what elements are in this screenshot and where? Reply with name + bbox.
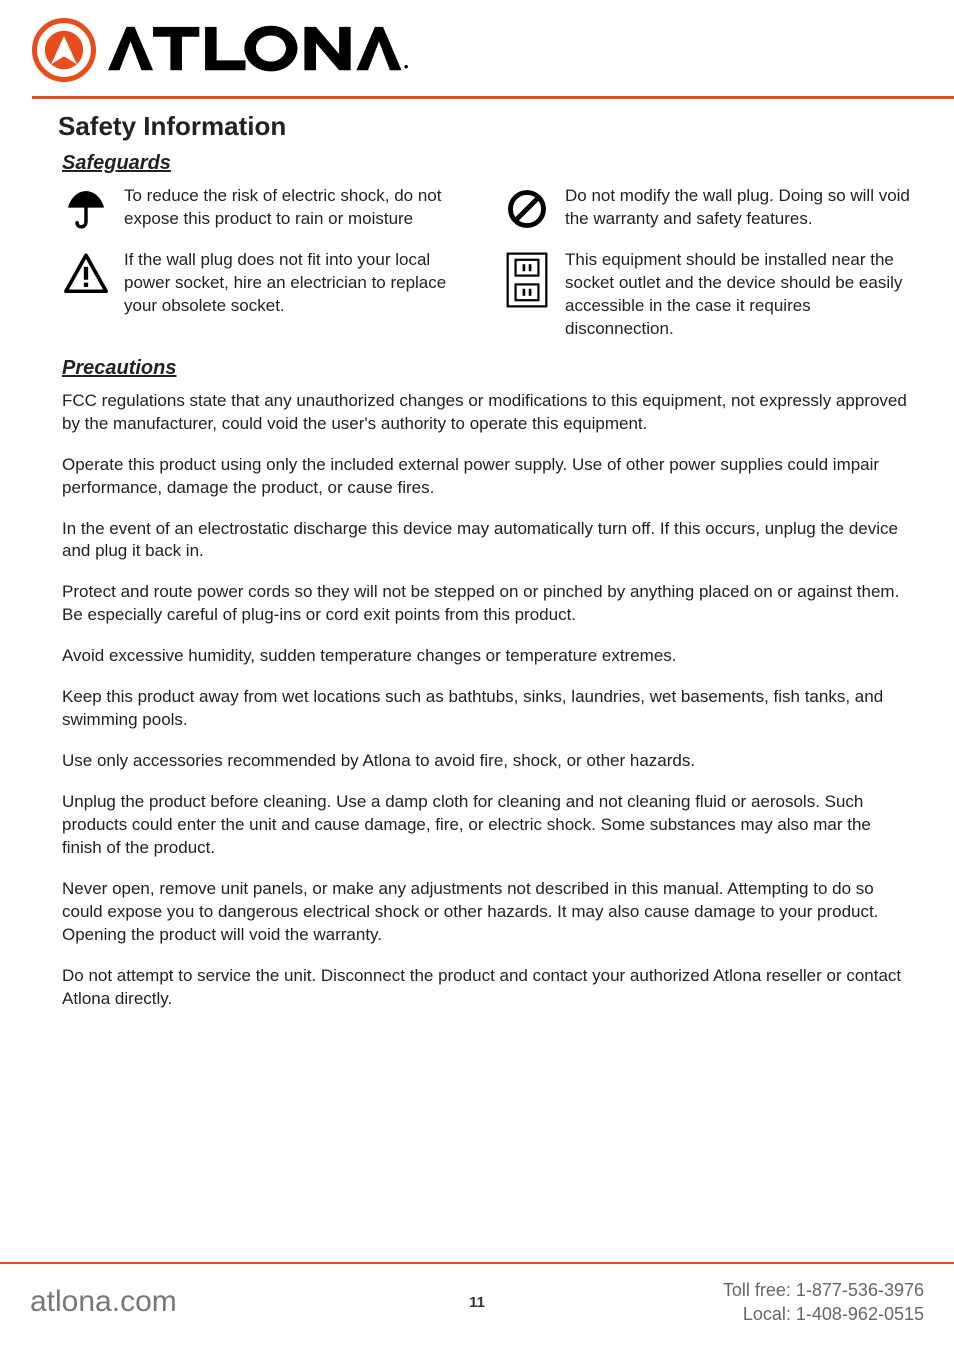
- precaution-paragraph: Avoid excessive humidity, sudden tempera…: [62, 645, 914, 668]
- precaution-paragraph: Keep this product away from wet location…: [62, 686, 914, 732]
- prohibit-icon: [503, 185, 551, 231]
- brand-logo: [32, 18, 954, 82]
- page-footer: atlona.com 11 Toll free: 1-877-536-3976 …: [0, 1264, 954, 1350]
- umbrella-icon: [62, 185, 110, 231]
- footer-local: Local: 1-408-962-0515: [507, 1302, 924, 1326]
- precaution-paragraph: In the event of an electrostatic dischar…: [62, 518, 914, 564]
- section-title: Safety Information: [58, 111, 914, 142]
- safeguard-item: To reduce the risk of electric shock, do…: [62, 185, 473, 231]
- safeguard-item: This equipment should be installed near …: [503, 249, 914, 341]
- safeguard-item: If the wall plug does not fit into your …: [62, 249, 473, 341]
- safeguard-text: If the wall plug does not fit into your …: [124, 249, 473, 318]
- safeguard-text: To reduce the risk of electric shock, do…: [124, 185, 473, 231]
- safeguard-item: Do not modify the wall plug. Doing so wi…: [503, 185, 914, 231]
- footer-page-number: 11: [447, 1294, 507, 1311]
- footer-contact: Toll free: 1-877-536-3976 Local: 1-408-9…: [507, 1278, 924, 1327]
- warning-icon: [62, 249, 110, 297]
- precaution-paragraph: Never open, remove unit panels, or make …: [62, 878, 914, 947]
- safeguard-text: This equipment should be installed near …: [565, 249, 914, 341]
- precaution-paragraph: FCC regulations state that any unauthori…: [62, 390, 914, 436]
- footer-website: atlona.com: [30, 1285, 447, 1319]
- safeguards-heading: Safeguards: [62, 152, 914, 175]
- precaution-paragraph: Use only accessories recommended by Atlo…: [62, 750, 914, 773]
- precaution-paragraph: Operate this product using only the incl…: [62, 454, 914, 500]
- precautions-heading: Precautions: [62, 357, 914, 380]
- safeguards-grid: To reduce the risk of electric shock, do…: [58, 185, 914, 341]
- atlona-mark-icon: [32, 18, 96, 82]
- outlet-icon: [503, 249, 551, 309]
- page-header: [0, 0, 954, 99]
- safeguard-text: Do not modify the wall plug. Doing so wi…: [565, 185, 914, 231]
- page-content: Safety Information Safeguards To reduce …: [0, 99, 954, 1011]
- atlona-wordmark-icon: [108, 24, 408, 76]
- precaution-paragraph: Protect and route power cords so they wi…: [62, 581, 914, 627]
- page-root: Safety Information Safeguards To reduce …: [0, 0, 954, 1350]
- footer-tollfree: Toll free: 1-877-536-3976: [507, 1278, 924, 1302]
- precautions-list: FCC regulations state that any unauthori…: [58, 390, 914, 1011]
- precaution-paragraph: Do not attempt to service the unit. Disc…: [62, 965, 914, 1011]
- precaution-paragraph: Unplug the product before cleaning. Use …: [62, 791, 914, 860]
